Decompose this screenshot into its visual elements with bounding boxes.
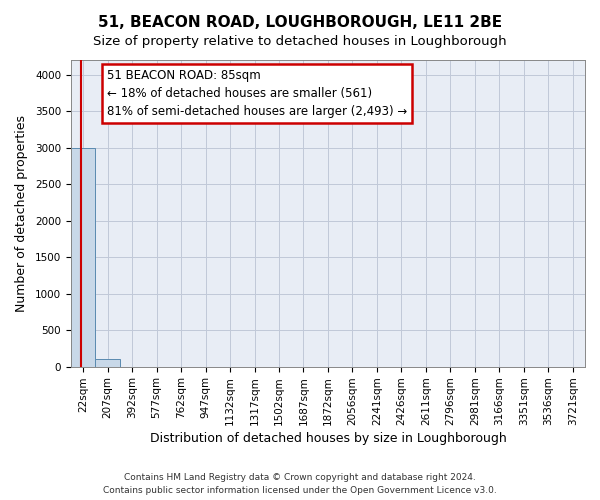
Bar [71, 148, 95, 366]
Text: Contains HM Land Registry data © Crown copyright and database right 2024.
Contai: Contains HM Land Registry data © Crown c… [103, 474, 497, 495]
Bar [95, 360, 120, 366]
X-axis label: Distribution of detached houses by size in Loughborough: Distribution of detached houses by size … [149, 432, 506, 445]
Text: Size of property relative to detached houses in Loughborough: Size of property relative to detached ho… [93, 35, 507, 48]
Y-axis label: Number of detached properties: Number of detached properties [15, 115, 28, 312]
Text: 51 BEACON ROAD: 85sqm
← 18% of detached houses are smaller (561)
81% of semi-det: 51 BEACON ROAD: 85sqm ← 18% of detached … [107, 69, 407, 118]
Text: 51, BEACON ROAD, LOUGHBOROUGH, LE11 2BE: 51, BEACON ROAD, LOUGHBOROUGH, LE11 2BE [98, 15, 502, 30]
